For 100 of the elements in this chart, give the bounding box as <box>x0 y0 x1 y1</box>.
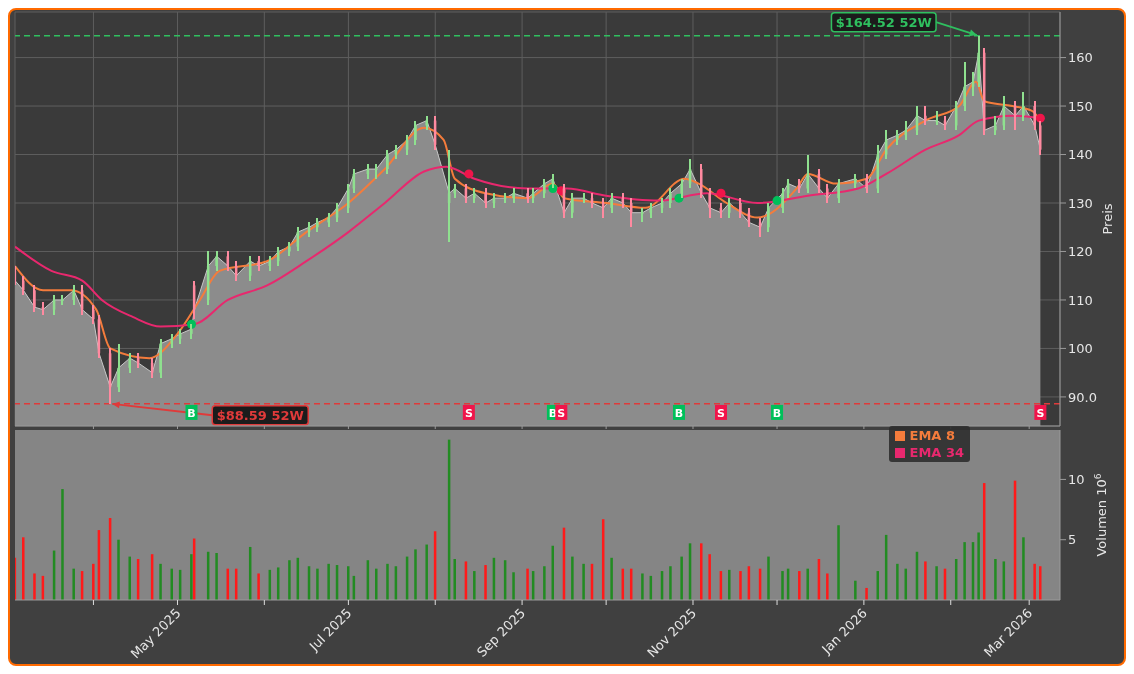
candlestick <box>117 342 120 394</box>
candlestick <box>571 192 574 219</box>
bar <box>526 568 529 600</box>
bar <box>571 556 574 600</box>
candlestick <box>327 211 330 229</box>
bar <box>854 580 857 600</box>
bar <box>1038 566 1042 600</box>
bar <box>1033 563 1036 600</box>
annotation: S <box>1036 406 1045 420</box>
y-tick-label: 5 <box>1068 532 1077 548</box>
candlestick <box>865 172 868 195</box>
bar <box>977 532 980 600</box>
candlestick <box>473 187 476 204</box>
candlestick <box>316 216 319 234</box>
point <box>464 169 474 179</box>
bar <box>935 566 938 600</box>
candlestick <box>375 163 378 180</box>
candlestick <box>680 177 683 200</box>
bar <box>641 573 644 600</box>
candlestick <box>669 187 672 209</box>
candlestick <box>170 332 174 350</box>
bar <box>798 571 801 600</box>
bar <box>159 563 162 600</box>
bar <box>327 563 330 600</box>
bar <box>876 571 880 600</box>
y-tick-label: 150 <box>1068 98 1093 114</box>
bar <box>414 549 417 600</box>
candlestick <box>798 177 801 195</box>
ref-line-label: $88.59 52W <box>216 407 304 423</box>
bar <box>994 559 997 600</box>
candlestick <box>159 337 162 379</box>
candlestick <box>582 192 585 204</box>
candlestick <box>854 172 857 190</box>
candlestick <box>728 197 731 219</box>
y-tick-label: 100 <box>1068 341 1093 357</box>
bar <box>1022 537 1025 600</box>
bar <box>128 556 131 600</box>
bar <box>257 573 260 600</box>
candlestick <box>128 352 131 374</box>
bar <box>22 537 25 600</box>
candlestick <box>288 240 291 258</box>
bar <box>610 557 613 600</box>
candlestick <box>215 250 218 272</box>
candlestick <box>781 187 784 214</box>
candlestick <box>767 202 770 234</box>
y-tick-label: 120 <box>1068 244 1093 260</box>
bar <box>453 559 456 600</box>
bar <box>699 543 703 600</box>
candlestick <box>425 114 428 132</box>
bar <box>680 556 683 600</box>
y-tick-label: 110 <box>1068 292 1093 308</box>
bar <box>837 525 840 600</box>
point <box>1035 113 1045 123</box>
candlestick <box>414 119 417 146</box>
candlestick <box>453 182 456 200</box>
bar <box>375 568 378 600</box>
y-tick-label: 90.0 <box>1068 389 1097 405</box>
bar <box>92 563 95 600</box>
candlestick <box>72 284 75 306</box>
bar <box>963 542 966 600</box>
bar <box>806 568 809 600</box>
annotation: B <box>674 406 684 420</box>
bar <box>669 566 672 600</box>
bar <box>72 568 75 600</box>
candlestick <box>22 274 25 297</box>
bar <box>61 489 64 600</box>
bar <box>117 539 120 600</box>
candlestick <box>386 148 389 175</box>
bar <box>425 544 428 600</box>
bar <box>484 565 487 600</box>
candlestick <box>806 153 809 195</box>
annotation: B <box>187 406 196 420</box>
y-tick-label: 130 <box>1068 195 1093 211</box>
bar <box>170 568 174 600</box>
y-tick-label: 10 <box>1068 472 1085 488</box>
bar <box>826 573 829 600</box>
bar <box>582 563 585 600</box>
annotation: S <box>557 406 566 420</box>
bar <box>288 560 291 600</box>
point <box>772 196 782 206</box>
candlestick <box>61 294 64 306</box>
legend-label: EMA 34 <box>908 444 964 461</box>
candlestick <box>708 187 711 219</box>
y-axis-title: Preis <box>1100 203 1115 235</box>
candlestick <box>641 206 644 224</box>
bar <box>739 571 742 600</box>
bar <box>543 566 546 600</box>
candlestick <box>994 114 997 137</box>
bar <box>896 563 899 600</box>
candlestick <box>190 323 193 340</box>
candlestick <box>739 197 742 219</box>
y-tick-label: 160 <box>1068 50 1093 66</box>
bar <box>781 571 784 600</box>
bar <box>316 568 319 600</box>
bar <box>386 563 389 600</box>
candlestick <box>837 177 840 204</box>
candlestick <box>484 187 487 209</box>
candlestick <box>826 182 829 204</box>
bar <box>215 552 218 600</box>
annotation: S <box>464 406 473 420</box>
